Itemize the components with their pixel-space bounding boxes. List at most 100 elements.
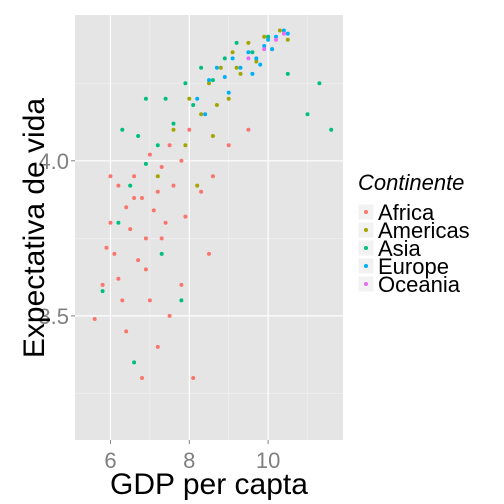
data-point-asia — [222, 56, 227, 61]
data-point-africa — [179, 158, 184, 163]
x-tick-label: 6 — [104, 448, 116, 473]
data-point-africa — [191, 376, 196, 380]
data-point-africa — [163, 220, 168, 225]
legend-label: Asia — [378, 236, 422, 261]
data-point-africa — [120, 298, 125, 303]
data-point-europe — [285, 31, 290, 36]
data-point-africa — [100, 282, 105, 287]
data-point-americas — [226, 96, 231, 101]
data-point-africa — [246, 127, 251, 132]
data-points — [92, 28, 334, 380]
x-tick-label: 10 — [256, 448, 280, 473]
data-point-africa — [183, 214, 188, 219]
data-point-africa — [128, 227, 133, 232]
data-point-asia — [136, 134, 141, 138]
data-point-africa — [147, 152, 152, 157]
legend-swatch — [364, 228, 368, 232]
data-point-europe — [266, 37, 271, 42]
data-point-africa — [147, 298, 152, 303]
data-point-europe — [258, 62, 263, 67]
data-point-oceania — [246, 56, 251, 61]
data-point-asia — [163, 96, 168, 101]
data-point-europe — [222, 75, 227, 79]
data-point-oceania — [274, 37, 278, 42]
data-point-americas — [285, 37, 290, 42]
data-point-europe — [250, 71, 255, 76]
data-point-africa — [143, 267, 148, 272]
data-point-europe — [246, 50, 251, 55]
legend-label: Oceania — [378, 272, 461, 297]
y-tick-label: 4.0 — [38, 149, 69, 174]
data-point-africa — [132, 174, 137, 179]
data-point-asia — [183, 81, 188, 86]
data-point-americas — [246, 40, 251, 45]
data-point-africa — [116, 183, 121, 188]
data-point-africa — [132, 196, 137, 200]
data-point-americas — [214, 103, 219, 107]
data-point-americas — [199, 112, 204, 117]
data-point-asia — [285, 71, 290, 76]
data-point-africa — [179, 282, 184, 287]
data-point-europe — [195, 96, 200, 101]
data-point-africa — [112, 251, 117, 256]
grid-lines — [75, 15, 343, 440]
data-point-americas — [230, 50, 235, 55]
data-point-oceania — [262, 47, 267, 52]
data-point-americas — [262, 34, 267, 39]
data-point-asia — [305, 112, 310, 117]
data-point-asia — [329, 127, 334, 132]
x-axis-title: GDP per capta — [110, 468, 308, 501]
data-point-americas — [210, 134, 215, 138]
data-point-europe — [254, 56, 259, 61]
data-point-africa — [159, 236, 164, 241]
data-point-americas — [171, 127, 176, 132]
legend-swatch — [364, 264, 368, 268]
data-point-africa — [104, 245, 109, 250]
data-point-africa — [226, 143, 231, 148]
data-point-africa — [167, 143, 172, 148]
data-point-europe — [226, 90, 231, 95]
data-point-europe — [238, 65, 243, 70]
data-point-africa — [136, 258, 141, 263]
data-point-asia — [250, 50, 255, 55]
data-point-africa — [140, 376, 144, 380]
legend-label: Americas — [378, 218, 470, 243]
data-point-asia — [317, 81, 322, 86]
data-point-asia — [199, 65, 204, 70]
data-point-americas — [187, 96, 192, 101]
data-point-asia — [143, 96, 148, 101]
data-point-asia — [128, 183, 133, 188]
data-point-asia — [155, 143, 160, 148]
data-point-europe — [230, 56, 235, 61]
data-point-europe — [214, 65, 219, 70]
data-point-africa — [155, 344, 160, 349]
data-point-africa — [171, 183, 176, 188]
data-point-americas — [183, 143, 188, 148]
y-axis-title: Expectativa de vida — [18, 98, 51, 358]
data-point-africa — [207, 251, 211, 256]
data-point-europe — [207, 78, 211, 83]
data-point-asia — [159, 251, 164, 256]
data-point-africa — [116, 276, 121, 281]
data-point-oceania — [281, 31, 286, 36]
data-point-europe — [281, 28, 286, 33]
data-point-asia — [191, 103, 196, 107]
data-point-africa — [92, 317, 97, 321]
data-point-africa — [151, 208, 156, 213]
data-point-europe — [274, 34, 278, 39]
data-point-asia — [179, 298, 184, 303]
data-point-africa — [210, 174, 215, 179]
legend-swatch — [364, 246, 368, 250]
data-point-africa — [124, 205, 129, 210]
y-axis-ticks: 3.5 4.0 — [38, 149, 75, 329]
data-point-africa — [159, 165, 164, 169]
x-axis-ticks: 6 8 10 — [104, 440, 280, 473]
plot-panel — [75, 15, 343, 440]
data-point-americas — [155, 174, 160, 179]
data-point-europe — [270, 47, 275, 52]
data-point-asia — [120, 127, 125, 132]
data-point-americas — [254, 59, 259, 64]
data-point-africa — [187, 127, 192, 132]
data-point-americas — [218, 65, 223, 70]
data-point-europe — [203, 112, 208, 117]
